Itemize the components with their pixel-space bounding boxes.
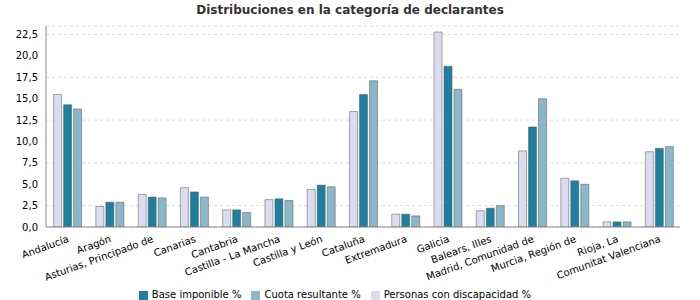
svg-text:2,5: 2,5 [22,200,38,211]
svg-text:Canarias: Canarias [152,233,197,258]
svg-text:17,5: 17,5 [16,72,38,83]
svg-text:Murcia, Región de: Murcia, Región de [489,233,578,275]
svg-text:Aragón: Aragón [75,233,113,256]
svg-text:Cataluña: Cataluña [320,233,367,259]
html-text:Distribuciones en la categoría: Distribuciones en la categoría de declar… [196,3,504,17]
svg-text:22,5: 22,5 [16,29,38,40]
svg-text:20,0: 20,0 [16,50,38,61]
svg-text:7,5: 7,5 [22,157,38,168]
svg-text:Balears, Illes: Balears, Illes [429,233,493,266]
svg-text:Cantabria: Cantabria [189,233,240,261]
html-text:Cuota resultante %: Cuota resultante % [264,289,361,300]
svg-text:Castilla y León: Castilla y León [252,233,324,268]
svg-text:0,0: 0,0 [22,222,38,233]
svg-text:12,5: 12,5 [16,115,38,126]
svg-text:Asturias, Principado de: Asturias, Principado de [43,233,155,283]
svg-text:5,0: 5,0 [22,179,38,190]
svg-text:Andalucía: Andalucía [20,233,70,260]
svg-text:Comunitat Valenciana: Comunitat Valenciana [555,233,662,281]
svg-text:Rioja, La: Rioja, La [575,233,620,259]
svg-text:10,0: 10,0 [16,136,38,147]
svg-text:Madrid, Comunidad de: Madrid, Comunidad de [424,233,536,283]
html-text:Base imponible %: Base imponible % [151,289,242,300]
svg-text:Castilla - La Mancha: Castilla - La Mancha [183,233,282,278]
svg-text:Extremadura: Extremadura [344,233,409,266]
html-text:Personas con discapacidad %: Personas con discapacidad % [383,289,532,300]
svg-text:15,0: 15,0 [16,93,38,104]
svg-text:Galicia: Galicia [415,233,451,256]
